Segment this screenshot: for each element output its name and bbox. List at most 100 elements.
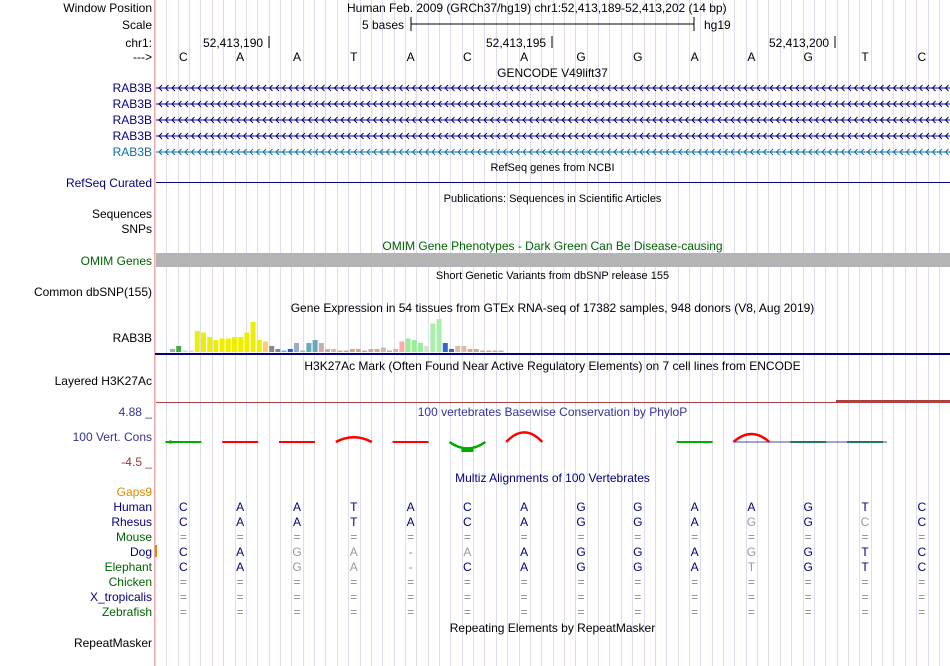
base-letter: G: [576, 50, 586, 64]
gtex-tissue-bar[interactable]: [480, 350, 485, 353]
gtex-tissue-bar[interactable]: [380, 347, 386, 353]
gtex-tissue-bar[interactable]: [343, 350, 349, 353]
gencode-transcript-label[interactable]: RAB3B: [112, 81, 152, 95]
refseq-gene-line[interactable]: [156, 182, 950, 183]
gtex-tissue-bar[interactable]: [430, 323, 436, 353]
gtex-tissue-bar[interactable]: [492, 350, 498, 353]
gtex-tissue-bar[interactable]: [473, 349, 479, 352]
gtex-tissue-bar[interactable]: [219, 338, 225, 353]
gtex-tissue-bar[interactable]: [256, 340, 262, 352]
gtex-tissue-bar[interactable]: [374, 349, 380, 352]
gtex-tissue-bar[interactable]: [461, 346, 467, 352]
gtex-tissue-bar[interactable]: [244, 332, 250, 353]
gtex-tissue-bar[interactable]: [182, 350, 188, 353]
grid-line: [586, 0, 588, 666]
dbsnp-track-label[interactable]: Common dbSNP(155): [33, 285, 152, 299]
gtex-tissue-bar[interactable]: [269, 346, 275, 352]
gtex-tissue-bar[interactable]: [232, 337, 237, 352]
multiz-species-label[interactable]: Human: [113, 500, 152, 514]
multiz-aligned-base: C: [179, 515, 188, 529]
gencode-transcript-line[interactable]: [155, 147, 950, 157]
gtex-tissue-bar[interactable]: [455, 346, 461, 352]
multiz-species-label[interactable]: Chicken: [108, 575, 152, 589]
gtex-tissue-bar[interactable]: [325, 349, 330, 352]
gtex-tissue-bar[interactable]: [405, 338, 411, 353]
gtex-tissue-bar[interactable]: [318, 343, 324, 352]
gencode-transcript-line[interactable]: [155, 99, 950, 109]
gtex-tissue-bar[interactable]: [312, 340, 318, 352]
grid-line: [166, 0, 168, 666]
gtex-track-label[interactable]: RAB3B: [112, 331, 152, 345]
gtex-tissue-bar[interactable]: [399, 341, 405, 353]
refseq-track-label[interactable]: RefSeq Curated: [65, 176, 152, 190]
repeatmasker-track-label[interactable]: RepeatMasker: [73, 636, 152, 650]
ruler-ticks: [268, 36, 836, 48]
gencode-transcript-label[interactable]: RAB3B: [112, 129, 152, 143]
gtex-tissue-bar[interactable]: [368, 349, 374, 352]
gtex-tissue-bar[interactable]: [287, 349, 293, 352]
gencode-transcript-line[interactable]: [155, 83, 950, 93]
multiz-species-label[interactable]: Mouse: [115, 530, 152, 544]
gtex-tissue-bar[interactable]: [213, 340, 219, 352]
gtex-tissue-bar[interactable]: [194, 331, 200, 352]
multiz-species-label[interactable]: Rhesus: [111, 515, 152, 529]
gtex-tissue-bar[interactable]: [306, 343, 312, 352]
gencode-transcript-label[interactable]: RAB3B: [112, 145, 152, 159]
gtex-tissue-bar[interactable]: [188, 350, 194, 353]
h3k27ac-track-label[interactable]: Layered H3K27Ac: [54, 374, 152, 388]
gtex-tissue-bar[interactable]: [449, 349, 454, 352]
gtex-tissue-bar[interactable]: [442, 343, 448, 352]
gtex-tissue-bar[interactable]: [207, 337, 213, 352]
gtex-tissue-bar[interactable]: [170, 349, 175, 352]
gencode-transcript-label[interactable]: RAB3B: [112, 97, 152, 111]
conservation-track-label[interactable]: 100 Vert. Cons: [72, 430, 152, 444]
multiz-species-label[interactable]: Elephant: [104, 560, 152, 574]
gencode-transcript-line[interactable]: [155, 131, 950, 141]
label-track-separator: [154, 0, 155, 666]
omim-track-label[interactable]: OMIM Genes: [80, 254, 152, 268]
multiz-species-label[interactable]: Dog: [129, 545, 152, 559]
gtex-track-title: Gene Expression in 54 tissues from GTEx …: [290, 301, 815, 315]
gtex-tissue-bar[interactable]: [238, 337, 244, 352]
multiz-species-label[interactable]: X_tropicalis: [89, 590, 152, 604]
publications-label-snps[interactable]: SNPs: [121, 222, 152, 236]
gtex-tissue-bar[interactable]: [467, 349, 473, 352]
gtex-tissue-bar[interactable]: [349, 349, 355, 352]
gencode-transcript-label[interactable]: RAB3B: [112, 113, 152, 127]
multiz-aligned-base: G: [633, 515, 643, 529]
gtex-tissue-bar[interactable]: [275, 349, 281, 352]
gtex-tissue-bar[interactable]: [387, 350, 392, 353]
base-letter: A: [747, 50, 756, 64]
gtex-bar-chart[interactable]: [155, 314, 950, 356]
gtex-tissue-bar[interactable]: [281, 350, 287, 353]
gtex-tissue-bar[interactable]: [498, 350, 504, 353]
gtex-tissue-bar[interactable]: [362, 350, 368, 353]
gtex-tissue-bar[interactable]: [263, 341, 268, 353]
gtex-tissue-bar[interactable]: [337, 350, 343, 353]
gtex-tissue-bar[interactable]: [250, 322, 256, 352]
gtex-tissue-bar[interactable]: [331, 349, 337, 352]
gtex-tissue-bar[interactable]: [393, 349, 399, 352]
gtex-tissue-bar[interactable]: [411, 340, 417, 352]
chrom-label: chr1:: [125, 36, 152, 50]
publications-label-sequences[interactable]: Sequences: [91, 207, 152, 221]
gtex-tissue-bar[interactable]: [356, 349, 361, 352]
multiz-aligned-base: G: [633, 560, 643, 574]
omim-gene-feature[interactable]: [156, 253, 950, 267]
multiz-aligned-base: G: [633, 500, 643, 514]
gtex-tissue-bar[interactable]: [418, 343, 423, 352]
gtex-tissue-bar[interactable]: [294, 343, 299, 352]
gtex-tissue-bar[interactable]: [424, 346, 430, 352]
gtex-tissue-bar[interactable]: [486, 350, 492, 353]
multiz-species-label[interactable]: Zebrafish: [101, 605, 152, 619]
gencode-transcript-line[interactable]: [155, 115, 950, 125]
gtex-tissue-bar[interactable]: [436, 319, 442, 352]
gtex-tissue-bar[interactable]: [300, 350, 306, 353]
window-position-value[interactable]: Human Feb. 2009 (GRCh37/hg19) chr1:52,41…: [347, 1, 727, 15]
gtex-tissue-bar[interactable]: [201, 332, 206, 353]
conservation-plot[interactable]: [155, 420, 950, 460]
gtex-tissue-bar[interactable]: [176, 346, 182, 352]
gtex-tissue-bar[interactable]: [225, 338, 231, 353]
